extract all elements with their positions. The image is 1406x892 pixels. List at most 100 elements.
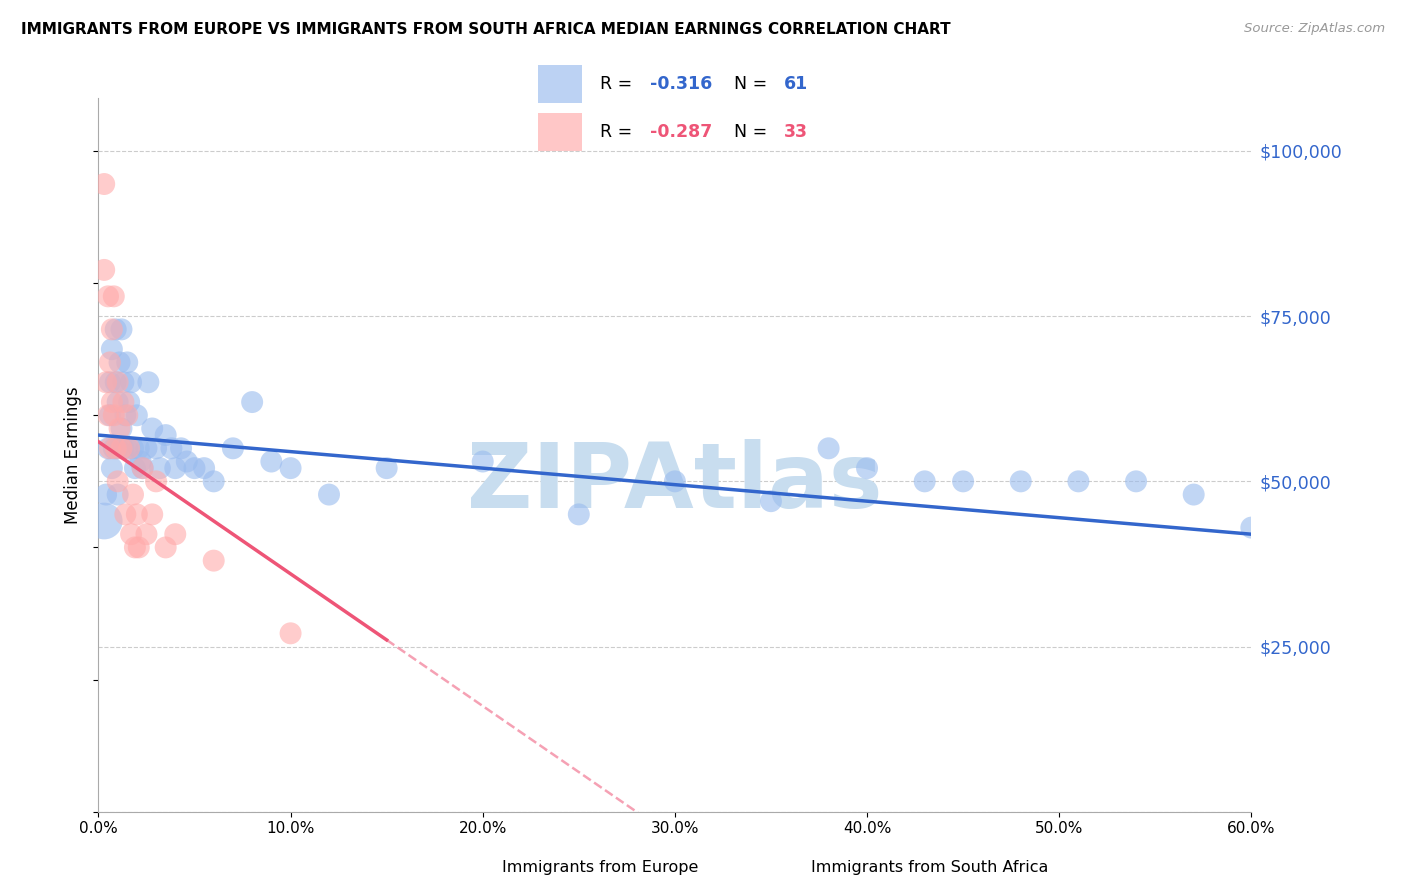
Point [1182, 487, 1205, 501]
Point [120, 376, 142, 390]
Point [856, 461, 879, 475]
Text: -0.316: -0.316 [650, 75, 711, 93]
Point [759, 494, 782, 508]
Point [568, 508, 591, 522]
Point [122, 442, 145, 456]
Point [240, 395, 263, 409]
Point [1067, 475, 1090, 489]
Point [131, 461, 153, 475]
Point [318, 487, 340, 501]
Point [101, 395, 124, 409]
Point [155, 428, 177, 442]
Point [108, 421, 131, 435]
Text: 33: 33 [785, 123, 808, 141]
Point [145, 442, 167, 456]
Point [138, 376, 160, 390]
Point [914, 475, 936, 489]
Point [952, 475, 974, 489]
Point [141, 421, 163, 435]
Point [1240, 520, 1263, 534]
Point [93, 177, 115, 191]
Point [817, 442, 839, 456]
Point [145, 475, 167, 489]
Point [170, 442, 193, 456]
Point [114, 409, 136, 423]
Point [124, 461, 146, 475]
Point [202, 475, 225, 489]
Point [110, 421, 132, 435]
Point [97, 442, 120, 456]
Point [222, 442, 245, 456]
Point [165, 527, 187, 541]
Point [107, 395, 129, 409]
Point [176, 454, 198, 468]
Point [112, 442, 135, 456]
Point [93, 263, 115, 277]
Text: Source: ZipAtlas.com: Source: ZipAtlas.com [1244, 22, 1385, 36]
Text: Immigrants from Europe: Immigrants from Europe [502, 861, 699, 875]
Point [120, 527, 142, 541]
Point [135, 442, 157, 456]
Point [98, 376, 121, 390]
Point [155, 541, 177, 555]
Point [280, 461, 302, 475]
Text: N =: N = [734, 75, 773, 93]
Text: R =: R = [599, 75, 637, 93]
Text: IMMIGRANTS FROM EUROPE VS IMMIGRANTS FROM SOUTH AFRICA MEDIAN EARNINGS CORRELATI: IMMIGRANTS FROM EUROPE VS IMMIGRANTS FRO… [21, 22, 950, 37]
Point [122, 487, 145, 501]
Point [93, 514, 115, 528]
Point [149, 461, 172, 475]
Point [118, 395, 141, 409]
Point [124, 541, 146, 555]
Point [98, 409, 121, 423]
Point [141, 508, 163, 522]
Point [107, 442, 129, 456]
Text: ZIPAtlas: ZIPAtlas [467, 440, 883, 527]
Point [664, 475, 686, 489]
Point [97, 289, 120, 303]
Point [107, 475, 129, 489]
Point [1125, 475, 1147, 489]
Point [101, 322, 124, 336]
Point [165, 461, 187, 475]
Point [110, 322, 132, 336]
Point [94, 487, 117, 501]
Point [117, 442, 139, 456]
Point [471, 454, 494, 468]
Point [107, 376, 129, 390]
Point [112, 376, 135, 390]
Point [112, 395, 135, 409]
Point [375, 461, 398, 475]
Text: R =: R = [599, 123, 637, 141]
Point [107, 487, 129, 501]
Point [183, 461, 205, 475]
Point [117, 355, 139, 369]
Point [104, 442, 127, 456]
Point [193, 461, 215, 475]
Point [128, 442, 150, 456]
Text: 61: 61 [785, 75, 808, 93]
Point [97, 409, 120, 423]
Point [280, 626, 302, 640]
Point [135, 527, 157, 541]
Point [131, 461, 153, 475]
Text: N =: N = [734, 123, 773, 141]
Point [101, 461, 124, 475]
Point [103, 289, 125, 303]
Point [125, 508, 148, 522]
Y-axis label: Median Earnings: Median Earnings [65, 386, 83, 524]
Point [160, 442, 183, 456]
Point [98, 355, 121, 369]
Point [110, 442, 132, 456]
Point [103, 409, 125, 423]
Bar [537, 65, 582, 103]
Bar [537, 113, 582, 152]
Point [1010, 475, 1032, 489]
Text: -0.287: -0.287 [650, 123, 711, 141]
Point [260, 454, 283, 468]
Point [202, 554, 225, 568]
Point [125, 409, 148, 423]
Point [114, 508, 136, 522]
Point [94, 376, 117, 390]
Point [118, 442, 141, 456]
